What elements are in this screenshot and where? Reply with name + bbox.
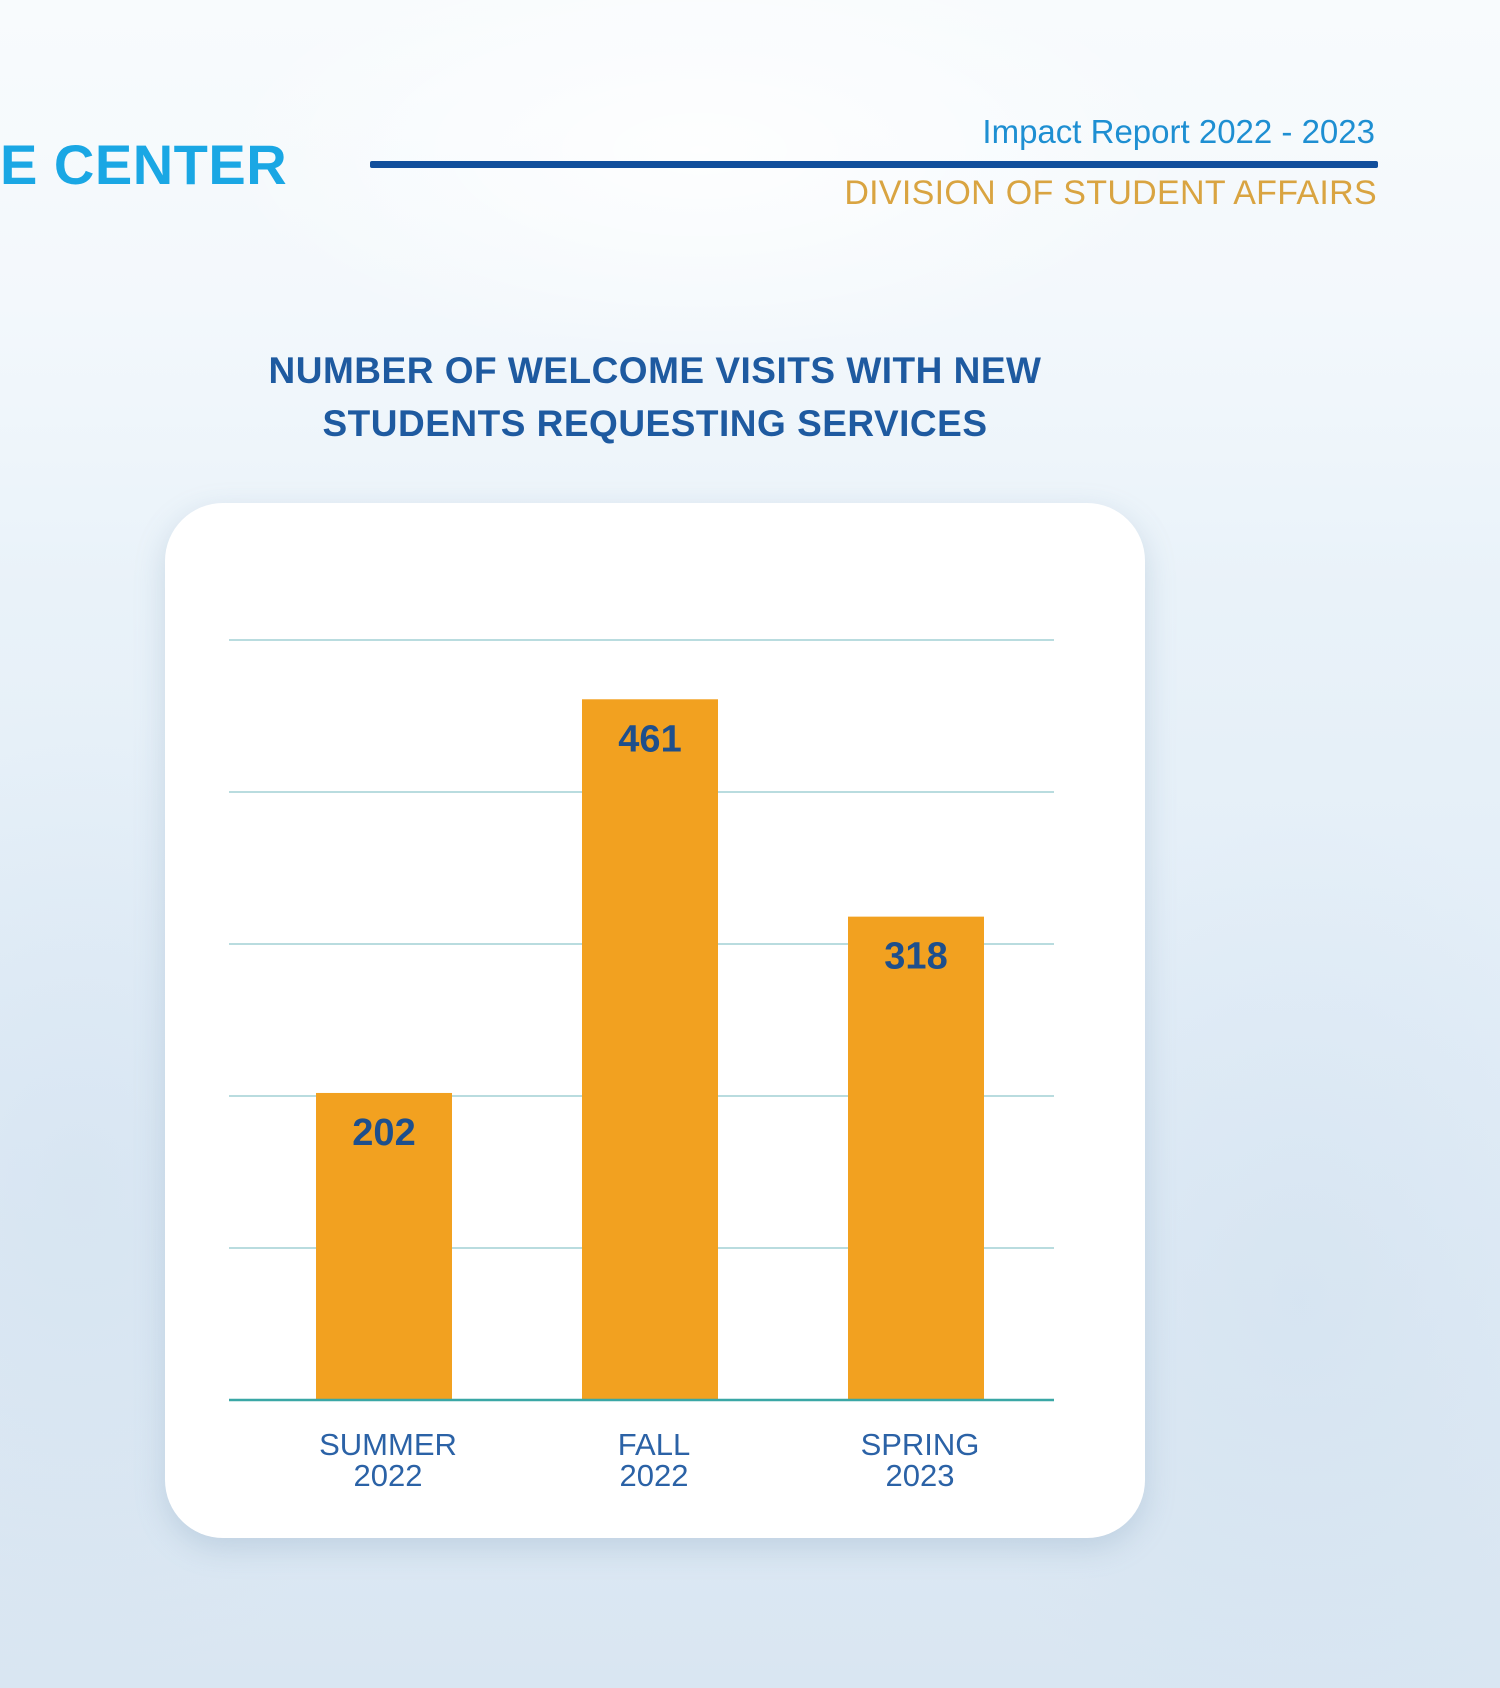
category-label-2-line-0: SPRING bbox=[861, 1427, 980, 1462]
bar-value-label-2: 318 bbox=[884, 936, 947, 978]
bar-value-label-1: 461 bbox=[618, 718, 681, 760]
header-divider bbox=[370, 161, 1378, 168]
bar-0 bbox=[316, 1092, 452, 1400]
category-label-2: SPRING 2023 bbox=[861, 1427, 980, 1493]
bar-1 bbox=[582, 699, 718, 1400]
category-label-1-line-1: 2022 bbox=[620, 1458, 689, 1493]
chart-title-line-1: NUMBER OF WELCOME VISITS WITH NEW bbox=[268, 350, 1042, 391]
category-label-2-line-1: 2023 bbox=[886, 1458, 955, 1493]
report-label: Impact Report 2022 - 2023 bbox=[982, 113, 1375, 150]
category-label-1-line-0: FALL bbox=[618, 1427, 690, 1462]
category-label-0: SUMMER 2022 bbox=[319, 1427, 457, 1493]
category-label-1: FALL 2022 bbox=[618, 1427, 690, 1493]
section-title: E CENTER bbox=[0, 133, 288, 196]
bar-2 bbox=[848, 916, 984, 1400]
chart-title-line-2: STUDENTS REQUESTING SERVICES bbox=[322, 403, 988, 444]
bar-value-label-0: 202 bbox=[352, 1112, 415, 1154]
division-label: DIVISION OF STUDENT AFFAIRS bbox=[844, 174, 1377, 212]
category-label-0-line-1: 2022 bbox=[354, 1458, 423, 1493]
chart-title: NUMBER OF WELCOME VISITS WITH NEW STUDEN… bbox=[200, 344, 1110, 450]
category-label-0-line-0: SUMMER bbox=[319, 1427, 457, 1462]
